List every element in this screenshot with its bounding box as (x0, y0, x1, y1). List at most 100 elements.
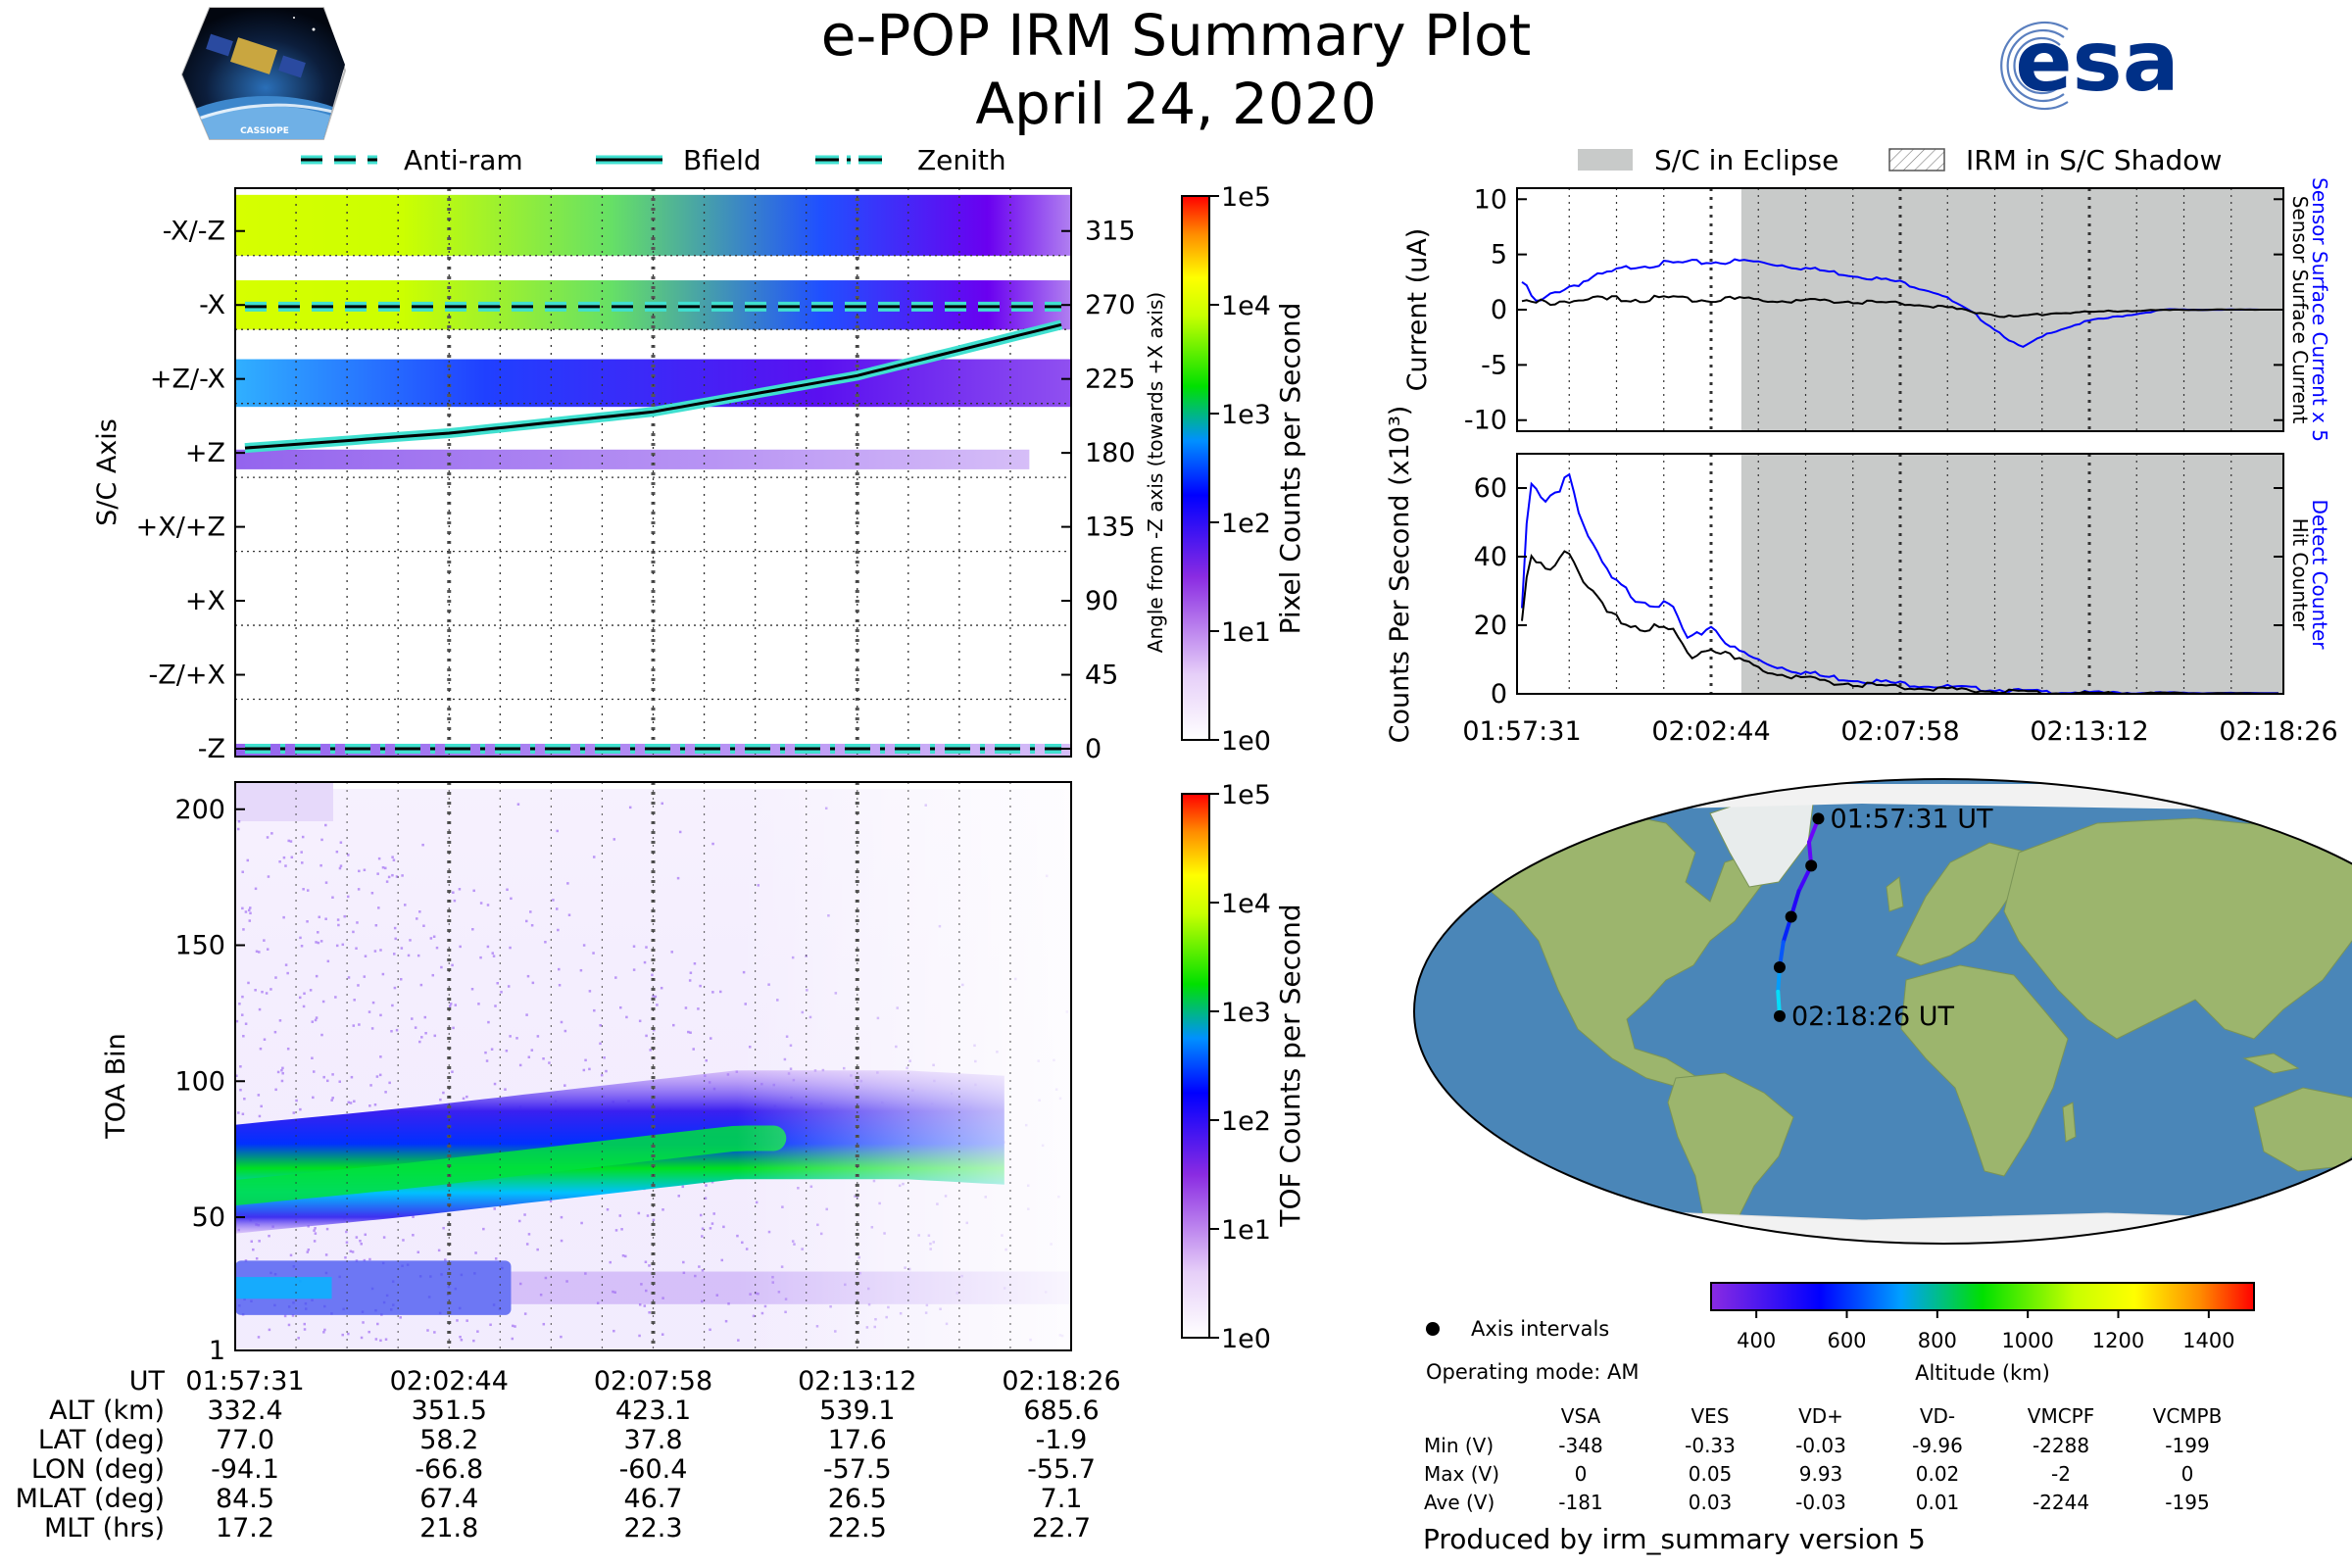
series-hit-counter (1521, 550, 2279, 694)
colorbar-tick-label: 1e2 (1221, 509, 1271, 539)
toa-tick-label: 150 (174, 931, 225, 961)
y-tick-label: 5 (1491, 240, 1507, 270)
axis-interval-point (1785, 910, 1797, 923)
ephemeris-cell: 02:13:12 (798, 1366, 916, 1396)
legend-anti-ram: Anti-ram (404, 144, 523, 176)
track-end-label: 02:18:26 UT (1791, 1002, 1955, 1032)
y-tick-label: 60 (1474, 473, 1507, 504)
voltage-cell: 0 (2181, 1462, 2194, 1486)
ephemeris-cell: -1.9 (1036, 1425, 1088, 1455)
voltage-table: VSA VES VD+ VD- VMCPF VCMPB Min (V) -348 -0.33 -0… (1424, 1404, 2222, 1514)
altitude-tick-label: 400 (1737, 1329, 1776, 1352)
colorbar-tick-label: 1e4 (1221, 889, 1271, 919)
legend-bfield: Bfield (683, 144, 761, 176)
ephemeris-cell: 7.1 (1041, 1484, 1083, 1514)
esa-logo: esa (2000, 13, 2180, 111)
series-sensor-surface-current-x-5 (1521, 258, 2278, 349)
angle-tick-label: 45 (1085, 661, 1118, 691)
angle-tick-label: 225 (1085, 365, 1136, 395)
pixel-colorbar-bar (1181, 195, 1210, 741)
map-border (1413, 778, 2352, 1245)
altitude-colorbar: 400 600 800 1000 1200 1400 Altitude (km) (1710, 1282, 2255, 1385)
ephemeris-cell: 84.5 (216, 1484, 274, 1514)
current-legend-raw: Sensor Surface Current (2288, 196, 2312, 424)
time-tick-label: 02:13:12 (2030, 716, 2148, 747)
ephemeris-row-label: LAT (deg) (38, 1425, 165, 1455)
y-tick-label: 0 (1491, 295, 1507, 325)
voltage-header: VD- (1920, 1404, 1955, 1428)
colorbar-tick-label: 1e0 (1221, 726, 1271, 757)
altitude-tick-label: 800 (1918, 1329, 1957, 1352)
ephemeris-cell: 22.5 (828, 1513, 887, 1544)
angle-tick-label: 315 (1085, 217, 1136, 247)
ephemeris-cell: 423.1 (615, 1396, 691, 1426)
angle-tick-label: 135 (1085, 513, 1136, 543)
counts-panel: 60 40 20 0 01:57:31 02:02:44 02:07:58 02:13:12… (1385, 406, 2338, 747)
sc-axis-category: +X (185, 586, 225, 616)
voltage-cell: -2288 (2033, 1434, 2089, 1457)
voltage-cell: 0.01 (1916, 1491, 1960, 1514)
colorbar-tick-label: 1e5 (1221, 182, 1271, 213)
ephemeris-cell: -66.8 (415, 1454, 483, 1485)
ephemeris-cell: 02:02:44 (390, 1366, 509, 1396)
axis-interval-point (1812, 812, 1825, 825)
pixel-colorbar-label: Pixel Counts per Second (1274, 303, 1306, 635)
ephemeris-row-label: UT (129, 1366, 166, 1396)
sc-axis-category: -Z (198, 734, 225, 764)
voltage-header: VD+ (1798, 1404, 1843, 1428)
line-bfield (244, 322, 1062, 450)
altitude-colorbar-label: Altitude (km) (1915, 1361, 2050, 1385)
altitude-tick-label: 1400 (2182, 1329, 2234, 1352)
ephemeris-cell: -57.5 (823, 1454, 892, 1485)
sc-axis-category: -Z/+X (149, 661, 225, 691)
voltage-cell: 9.93 (1799, 1462, 1843, 1486)
ephemeris-cell: 685.6 (1023, 1396, 1099, 1426)
legend-shadow-swatch (1888, 148, 1945, 172)
voltage-header: VES (1690, 1404, 1729, 1428)
ephemeris-cell: 37.8 (623, 1425, 682, 1455)
voltage-cell: -0.03 (1795, 1434, 1846, 1457)
altitude-tick-label: 600 (1827, 1329, 1866, 1352)
ephemeris-cell: 46.7 (623, 1484, 682, 1514)
colorbar-tick-label: 1e0 (1221, 1324, 1271, 1354)
ephemeris-cell: 539.1 (819, 1396, 895, 1426)
y-tick-label: 40 (1474, 542, 1507, 572)
track-start-label: 01:57:31 UT (1830, 804, 1993, 834)
attitude-legend: Anti-ram Bfield Zenith (301, 144, 1006, 176)
ephemeris-row-label: LON (deg) (31, 1454, 165, 1485)
sc-axis-category: +X/+Z (136, 513, 225, 543)
angle-tick-label: 90 (1085, 586, 1118, 616)
voltage-cell: 0.05 (1689, 1462, 1733, 1486)
colorbar-tick-label: 1e3 (1221, 998, 1271, 1028)
voltage-row-label: Max (V) (1424, 1462, 1499, 1486)
counts-ylabel: Counts Per Second (x10³) (1385, 406, 1415, 744)
cassiope-logo: CASSIOPE (180, 7, 347, 140)
legend-eclipse-swatch (1578, 149, 1633, 171)
ephemeris-row-label: MLT (hrs) (44, 1513, 165, 1544)
y-tick-label: 20 (1474, 611, 1507, 641)
ephemeris-cell: 17.2 (216, 1513, 274, 1544)
altitude-colorbar-bar (1710, 1282, 2255, 1311)
toa-tick-label: 50 (192, 1202, 225, 1233)
altitude-tick-label: 1200 (2092, 1329, 2144, 1352)
altitude-tick-label: 1000 (2001, 1329, 2053, 1352)
sc-axis-category: +Z (185, 438, 225, 468)
sc-axis-category: +Z/-X (150, 365, 225, 395)
info-block: Axis intervals Operating mode: AM VSA VES… (1423, 1317, 2222, 1555)
toa-tick-label: 200 (174, 795, 225, 825)
legend-shadow: IRM in S/C Shadow (1966, 144, 2222, 176)
eclipse-legend: S/C in Eclipse IRM in S/C Shadow (1578, 144, 2222, 176)
counts-legend-detect: Detect Counter (2308, 500, 2331, 651)
ephemeris-cell: 351.5 (412, 1396, 487, 1426)
ephemeris-row-label: ALT (km) (49, 1396, 165, 1426)
voltage-cell: -181 (1558, 1491, 1602, 1514)
tof-colorbar: 1e5 1e4 1e3 1e2 1e1 1e0 TOF Counts per Second (1181, 780, 1306, 1354)
y-tick-label: -5 (1481, 350, 1507, 380)
series-sensor-surface-current (1521, 294, 2278, 318)
sc-axis-ylabel: S/C Axis (92, 418, 122, 526)
ephemeris-cell: -94.1 (211, 1454, 279, 1485)
colorbar-tick-label: 1e5 (1221, 780, 1271, 810)
time-tick-label: 02:07:58 (1840, 716, 1959, 747)
ephemeris-cell: 02:18:26 (1002, 1366, 1120, 1396)
